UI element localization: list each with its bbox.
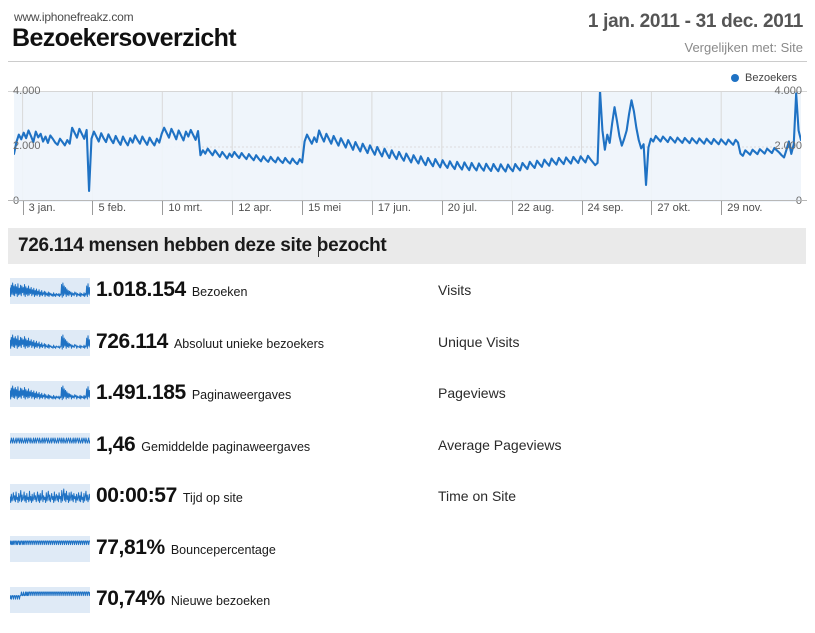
metric-row[interactable]: 77,81% Bouncepercentage (0, 530, 815, 582)
metric-note: Time on Site (438, 488, 517, 504)
y-tick-right-1: 2.000 (774, 140, 802, 152)
x-tick-label: 10 mrt. (162, 201, 203, 215)
x-tick-label: 15 mei (302, 201, 341, 215)
metric-text: 00:00:57 Tijd op site (96, 484, 243, 510)
metric-note: Average Pageviews (438, 436, 562, 453)
y-tick-left-1: 2.000 (13, 140, 41, 152)
metric-value: 70,74% (96, 587, 165, 610)
sparkline-icon (10, 587, 90, 613)
chart-x-axis: 3 jan. 5 feb. 10 mrt. 12 apr. 15 mei 17 jun. 2… (0, 200, 815, 224)
x-tick-label: 5 feb. (92, 201, 126, 215)
metric-value: 726.114 (96, 329, 168, 353)
metric-text: 1.491.185 Paginaweergaves (96, 381, 291, 407)
y-tick-right-2: 0 (795, 195, 802, 207)
metric-row[interactable]: 70,74% Nieuwe bezoeken (0, 581, 815, 633)
y-tick-left-0: 4.000 (13, 85, 41, 97)
x-tick-label: 24 sep. (581, 201, 624, 215)
page-title: Bezoekersoverzicht (12, 24, 237, 52)
compare-label: Vergelijken met: Site (684, 40, 803, 55)
headline-banner: 726.114 mensen hebben deze site bezocht (8, 228, 806, 264)
metric-value: 1.491.185 (96, 381, 186, 404)
metric-note: Unique Visits (438, 333, 520, 350)
date-range[interactable]: 1 jan. 2011 - 31 dec. 2011 (587, 11, 803, 32)
sparkline-icon (10, 535, 90, 562)
metric-note: Pageviews (438, 385, 506, 401)
plot-area[interactable] (14, 92, 801, 202)
x-tick-label: 12 apr. (232, 201, 272, 215)
metric-row[interactable]: 1.491.185 Paginaweergaves Pageviews (0, 375, 815, 427)
metric-label: Absoluut unieke bezoekers (173, 336, 325, 351)
x-axis-line (8, 200, 807, 201)
metric-value: 1,46 (96, 432, 136, 456)
metric-row[interactable]: 1,46 Gemiddelde paginaweergaves Average Pa… (0, 427, 815, 479)
x-tick-label: 17 jun. (371, 201, 411, 215)
metric-text: 77,81% Bouncepercentage (96, 536, 276, 562)
metric-note: Visits (438, 282, 472, 298)
x-tick-label: 20 jul. (441, 201, 477, 215)
x-tick-label: 27 okt. (651, 201, 690, 215)
metric-text: 1.018.154 Bezoeken (96, 278, 247, 304)
metric-text: 70,74% Nieuwe bezoeken (96, 587, 270, 613)
visitors-chart: Bezoekers 4.000 4.000 2.000 2.000 0 0 (0, 62, 815, 222)
metric-text: 726.114 Absoluut unieke bezoekers (96, 330, 324, 356)
legend-label: Bezoekers (745, 72, 797, 84)
x-tick-label: 3 jan. (22, 201, 56, 215)
metric-value: 77,81% (96, 535, 165, 559)
metric-value: 00:00:57 (96, 484, 177, 507)
sparkline-icon (10, 278, 90, 304)
metric-label: Nieuwe bezoeken (170, 594, 271, 608)
plot-wrapper: 4.000 4.000 2.000 2.000 0 0 (0, 85, 815, 207)
sparkline-icon (10, 432, 90, 459)
metrics-list: 1.018.154 Bezoeken Visits 726.114 Absoluut u… (0, 272, 815, 633)
header-divider (8, 61, 807, 62)
report-header: www.iphonefreakz.com Bezoekersoverzicht … (0, 0, 815, 62)
sparkline-icon (10, 484, 90, 510)
metric-row[interactable]: 00:00:57 Tijd op site Time on Site (0, 478, 815, 530)
circle-icon (731, 74, 740, 82)
metric-text: 1,46 Gemiddelde paginaweergaves (96, 433, 310, 459)
metric-row[interactable]: 726.114 Absoluut unieke bezoekers Unique V… (0, 324, 815, 376)
metric-label: Gemiddelde paginaweergaves (141, 439, 311, 454)
metric-label: Bezoeken (191, 285, 248, 299)
metric-label: Tijd op site (182, 491, 243, 505)
chart-top-divider (8, 91, 807, 92)
y-tick-left-2: 0 (13, 195, 20, 207)
metric-label: Bouncepercentage (170, 542, 276, 557)
headline-text: 726.114 mensen hebben deze site bezocht (18, 235, 387, 256)
site-url: www.iphonefreakz.com (14, 10, 134, 24)
y-tick-right-0: 4.000 (774, 85, 802, 97)
x-tick-label: 22 aug. (511, 201, 554, 215)
chart-legend: Bezoekers (731, 72, 797, 84)
metric-row[interactable]: 1.018.154 Bezoeken Visits (0, 272, 815, 324)
metric-label: Paginaweergaves (191, 388, 292, 402)
metric-value: 1.018.154 (96, 278, 186, 301)
sparkline-icon (10, 381, 90, 407)
x-tick-label: 29 nov. (721, 201, 763, 215)
text-caret (318, 236, 319, 257)
sparkline-icon (10, 329, 90, 356)
